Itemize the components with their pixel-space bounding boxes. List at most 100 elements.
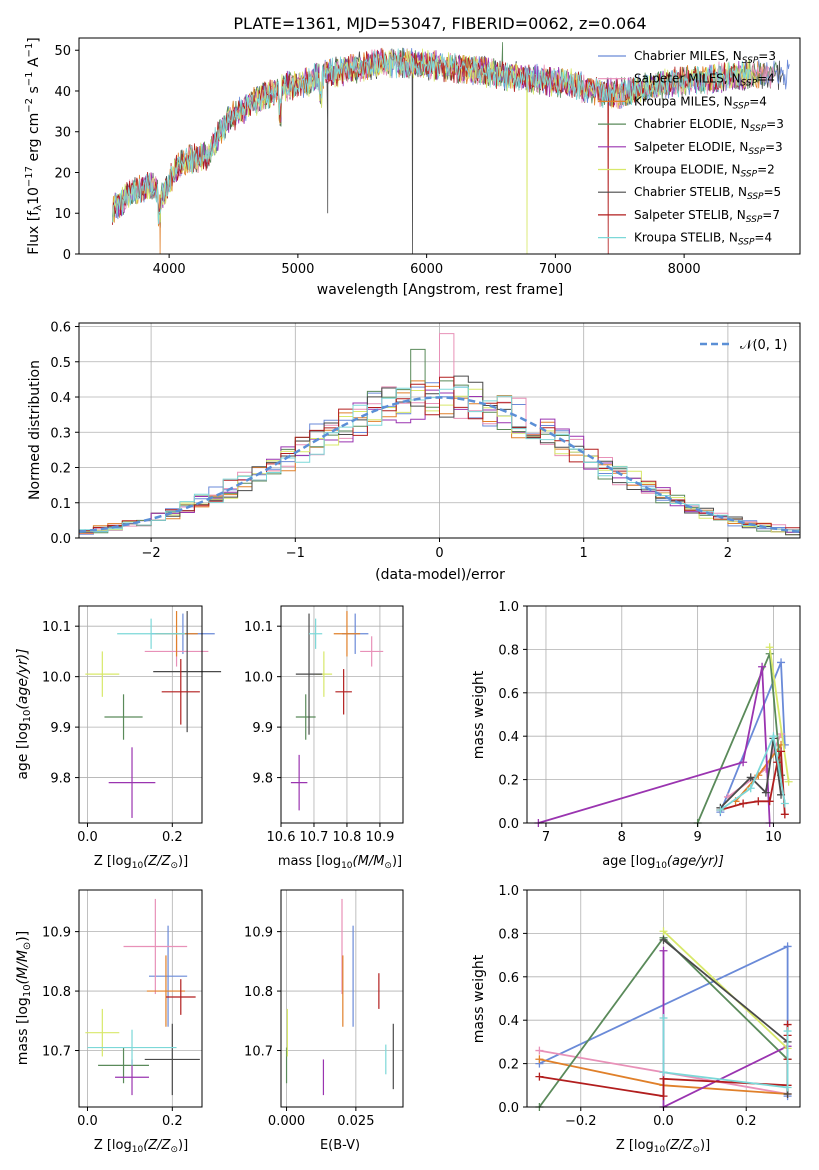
spectrum-ytick-label: 0 (63, 248, 71, 263)
spectrum-xtick-label: 4000 (153, 262, 186, 277)
age-weight-marker-chabrier-miles (777, 658, 786, 667)
histogram-xtick-label: 0 (435, 546, 443, 561)
age-weight-marker-salpeter-elodie (739, 758, 748, 767)
mass-age-axes-frame (280, 605, 404, 824)
mass-age-xtick-label: 10.9 (365, 830, 394, 845)
age-weight-marker-kroupa-elodie (784, 777, 793, 786)
age-weight-ytick-label: 0.6 (498, 687, 519, 702)
normal-curve (78, 396, 801, 534)
spectrum-ytick-label: 40 (54, 85, 71, 100)
age-weight-xtick-label: 9 (693, 830, 701, 845)
mass-age-panel: mass [log10(M/M⊙)] 10.6 10.7 10.8 10.9 9.8 9.… (244, 605, 404, 871)
histogram-xtick-label: 2 (724, 546, 732, 561)
spectrum-legend: Chabrier MILES, NSSP=3 Salpeter MILES, NS… (598, 49, 784, 248)
age-weight-marker-salpeter-stelib (739, 799, 748, 808)
z-age-xlabel: Z [log10(Z/Z⊙)] (94, 854, 188, 871)
legend-label-salpeter-stelib: Salpeter STELIB, NSSP=7 (634, 208, 780, 225)
z-age-xtick-label: 0.0 (77, 830, 98, 845)
spectrum-ytick-label: 30 (54, 126, 71, 141)
spectrum-ytick-label: 20 (54, 166, 71, 181)
histogram-ytick-label: 0.0 (50, 532, 71, 547)
legend-label-salpeter-elodie: Salpeter ELODIE, NSSP=3 (634, 140, 783, 157)
age-weight-panel: mass weight age [log10(age/yr)] 7 8 9 10 0.0… (471, 600, 801, 871)
mass-age-xtick-label: 10.7 (299, 830, 328, 845)
histogram-ylabel: Normed distribution (27, 360, 43, 500)
z-mass-ytick-label: 10.7 (42, 1045, 71, 1060)
histogram-ytick-label: 0.2 (50, 462, 71, 477)
age-weight-line-salpeter-elodie (538, 666, 771, 824)
z-weight-ytick-label: 0.2 (498, 1058, 519, 1073)
z-mass-axes-frame (78, 889, 203, 1108)
legend-label-kroupa-elodie: Kroupa ELODIE, NSSP=2 (634, 163, 775, 180)
z-mass-ytick-label: 10.8 (42, 985, 71, 1000)
mass-age-xtick-label: 10.8 (332, 830, 361, 845)
z-age-ytick-label: 9.8 (50, 772, 71, 787)
spectrum-xtick-label: 5000 (281, 262, 314, 277)
histogram-ytick-label: 0.4 (50, 391, 71, 406)
age-weight-ytick-label: 0.8 (498, 643, 519, 658)
histogram-steps-salpeter-stelib (78, 376, 800, 538)
spectrum-xlabel: wavelength [Angstrom, rest frame] (317, 282, 563, 298)
histogram-series (78, 333, 801, 538)
histogram-ytick-label: 0.1 (50, 497, 71, 512)
age-weight-ytick-label: 1.0 (498, 600, 519, 615)
ebv-mass-xlabel: E(B-V) (320, 1138, 360, 1153)
z-weight-marker-kroupa-stelib (659, 1014, 668, 1023)
z-weight-marker-kroupa-miles (535, 1055, 544, 1064)
age-weight-marker-kroupa-stelib (746, 784, 755, 793)
ebv-mass-axes-frame (280, 889, 404, 1108)
spectrum-xtick-label: 8000 (668, 262, 701, 277)
z-weight-ytick-label: 0.4 (498, 1014, 519, 1029)
z-mass-xlabel: Z [log10(Z/Z⊙)] (94, 1138, 188, 1155)
age-weight-xlabel: age [log10(age/yr)] (602, 854, 724, 871)
mass-age-ytick-label: 10.0 (244, 671, 273, 686)
ebv-mass-panel: E(B-V) 0.000 0.025 10.7 10.8 10.9 (244, 889, 404, 1153)
z-mass-panel: mass [log10(M/M⊙)] Z [log10(Z/Z⊙)] 0.0 0.… (15, 889, 203, 1155)
age-weight-ytick-label: 0.0 (498, 817, 519, 832)
z-weight-marker-kroupa-stelib (659, 1068, 668, 1077)
spectrum-ticks: 4000 5000 6000 7000 8000 0 10 20 30 40 50 (54, 44, 700, 277)
age-weight-marker-kroupa-stelib (769, 732, 778, 741)
age-weight-marker-kroupa-stelib (780, 799, 789, 808)
age-weight-marker-salpeter-stelib (780, 810, 789, 819)
histogram-xtick-label: −2 (142, 546, 161, 561)
spectrum-xtick-label: 7000 (539, 262, 572, 277)
z-weight-marker-salpeter-elodie (659, 946, 668, 955)
ebv-mass-xtick-label: 0.025 (337, 1114, 374, 1129)
age-weight-ytick-label: 0.2 (498, 774, 519, 789)
ebv-mass-ytick-label: 10.9 (244, 926, 273, 941)
spectrum-line-kroupa-stelib (112, 48, 751, 225)
age-weight-marker-kroupa-elodie (765, 643, 774, 652)
z-weight-marker-salpeter-miles (535, 1046, 544, 1055)
legend-label-kroupa-miles: Kroupa MILES, NSSP=4 (634, 94, 767, 111)
z-mass-xtick-label: 0.2 (162, 1114, 183, 1129)
z-weight-line-kroupa-stelib (662, 1018, 789, 1089)
age-weight-marker-salpeter-stelib (765, 797, 774, 806)
histogram-xlabel: (data-model)/error (375, 567, 505, 583)
spectrum-axes-frame (78, 37, 801, 255)
ebv-mass-ytick-label: 10.8 (244, 985, 273, 1000)
z-weight-ytick-label: 1.0 (498, 884, 519, 899)
legend-label-salpeter-miles: Salpeter MILES, NSSP=4 (634, 72, 775, 89)
mass-age-xtick-label: 10.6 (267, 830, 296, 845)
z-age-ytick-label: 10.0 (42, 671, 71, 686)
z-weight-marker-chabrier-stelib (659, 935, 668, 944)
age-weight-axes-frame (526, 605, 801, 824)
mass-age-ytick-label: 9.9 (252, 721, 273, 736)
age-weight-marker-kroupa-stelib (716, 805, 725, 814)
z-age-panel: age [log10(age/yr)] Z [log10(Z/Z⊙)] 0.0 0… (15, 605, 222, 871)
mass-age-xlabel: mass [log10(M/M⊙)] (278, 854, 402, 871)
age-weight-marker-salpeter-elodie (758, 662, 767, 671)
histogram-ytick-label: 0.5 (50, 356, 71, 371)
histogram-ytick-label: 0.6 (50, 321, 71, 336)
z-weight-marker-chabrier-miles (783, 942, 792, 951)
z-weight-marker-salpeter-stelib (659, 1092, 668, 1101)
figure-title: PLATE=1361, MJD=53047, FIBERID=0062, z=0… (233, 14, 646, 33)
age-weight-ylabel: mass weight (471, 670, 487, 759)
age-weight-marker-chabrier-stelib (746, 773, 755, 782)
z-age-axes-frame (78, 605, 203, 824)
z-weight-xtick-label: 0.0 (653, 1114, 674, 1129)
z-mass-xtick-label: 0.0 (77, 1114, 98, 1129)
z-weight-ytick-label: 0.8 (498, 927, 519, 942)
